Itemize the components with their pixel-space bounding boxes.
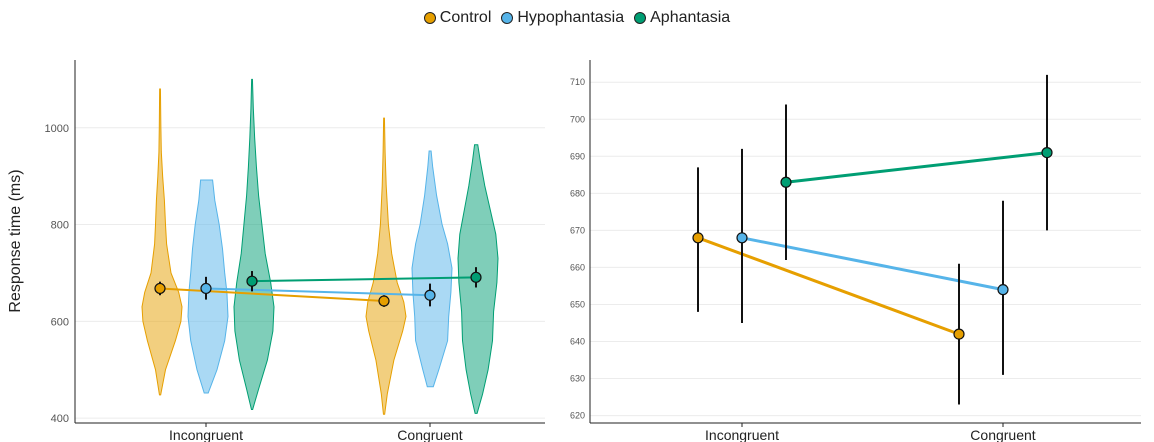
point-hypophantasia-congruent — [424, 289, 436, 301]
x-tick-label-r-congruent: Congruent — [970, 427, 1035, 442]
y-tick-label-r-710: 710 — [570, 77, 585, 87]
mean-line-r-control — [697, 236, 960, 336]
x-tick-label-congruent: Congruent — [397, 427, 462, 442]
legend: Control Hypophantasia Aphantasia — [0, 6, 1154, 30]
y-tick-label-r-650: 650 — [570, 299, 585, 309]
legend-item-control: Control — [423, 9, 492, 27]
y-tick-label-r-620: 620 — [570, 411, 585, 421]
violin-aphantasia-incongruent — [233, 78, 275, 410]
point-r-aphantasia-congruent — [1041, 147, 1053, 159]
point-r-hypophantasia-congruent — [997, 284, 1009, 296]
y-tick-label-r-700: 700 — [570, 114, 585, 124]
legend-item-hypophantasia: Hypophantasia — [501, 9, 624, 27]
mean-line-r-hypophantasia — [741, 236, 1004, 292]
x-tick-label-r-incongruent: Incongruent — [705, 427, 779, 442]
mean-line-control — [159, 287, 385, 303]
point-r-aphantasia-incongruent — [780, 176, 792, 188]
legend-label-aphantasia: Aphantasia — [650, 9, 731, 26]
mean-line-r-aphantasia — [785, 151, 1048, 184]
legend-dot-control — [423, 12, 436, 24]
mean-line-hypophantasia — [205, 287, 431, 297]
y-tick-label-r-690: 690 — [570, 151, 585, 161]
right-panel-line-chart: 620 630 640 650 660 670 680 690 700 710 Incongruen… — [570, 60, 1141, 442]
point-r-control-incongruent — [692, 232, 704, 244]
point-control-congruent — [378, 295, 390, 307]
legend-dot-hypophantasia — [501, 12, 514, 24]
point-aphantasia-congruent — [470, 271, 482, 283]
y-tick-label-1000: 1000 — [45, 123, 69, 135]
legend-label-hypophantasia: Hypophantasia — [517, 9, 625, 26]
point-hypophantasia-incongruent — [200, 282, 212, 295]
x-tick-label-incongruent: Incongruent — [169, 427, 243, 442]
legend-item-aphantasia: Aphantasia — [634, 9, 730, 27]
y-tick-label-600: 600 — [51, 316, 69, 328]
y-tick-label-800: 800 — [51, 220, 69, 232]
y-tick-label-r-670: 670 — [570, 225, 585, 235]
mean-line-aphantasia — [251, 276, 477, 283]
left-panel-violin-chart: 400 600 800 1000 Response time (ms) Incongrue… — [7, 60, 545, 442]
violin-hypophantasia-congruent — [411, 150, 453, 388]
violin-control-congruent — [365, 117, 407, 415]
point-r-control-congruent — [953, 328, 965, 340]
y-tick-label-400: 400 — [51, 413, 69, 425]
legend-dot-aphantasia — [634, 12, 647, 24]
y-tick-label-r-640: 640 — [570, 337, 585, 347]
y-tick-label-r-680: 680 — [570, 188, 585, 198]
point-control-incongruent — [154, 282, 166, 295]
y-tick-label-r-660: 660 — [570, 262, 585, 272]
point-aphantasia-incongruent — [246, 275, 258, 287]
y-tick-label-r-630: 630 — [570, 374, 585, 384]
point-r-hypophantasia-incongruent — [736, 232, 748, 244]
y-axis-label: Response time (ms) — [7, 169, 24, 312]
violin-control-incongruent — [141, 88, 183, 396]
legend-label-control: Control — [439, 9, 492, 26]
